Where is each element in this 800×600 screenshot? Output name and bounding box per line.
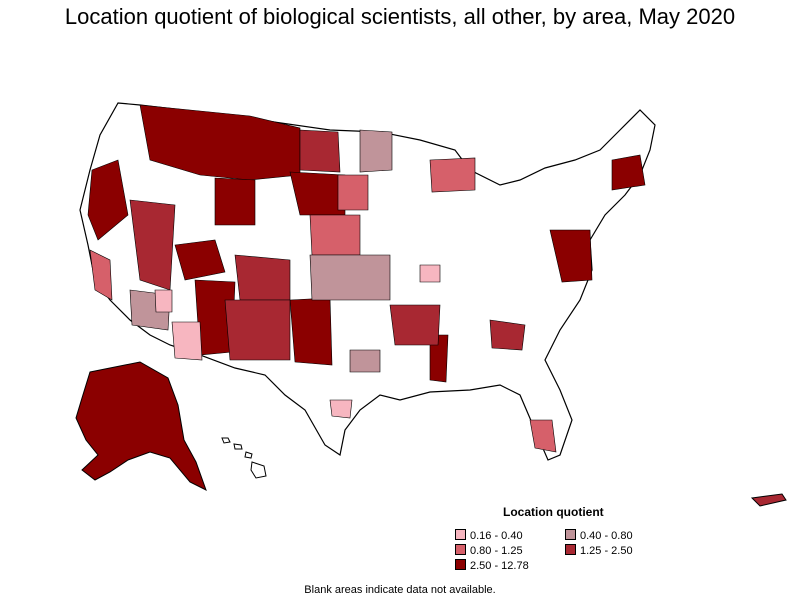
legend-item-highest: 2.50 - 12.78 [455,559,529,572]
legend-item-high: 1.25 - 2.50 [565,544,633,557]
legend-item-lowest: 0.16 - 0.40 [455,529,523,542]
footnote: Blank areas indicate data not available. [304,584,496,596]
legend-swatch [565,529,576,540]
puerto-rico-region [750,493,787,507]
legend-label: 0.80 - 1.25 [470,545,523,557]
legend-swatch [455,529,466,540]
hawaii-region [221,437,267,479]
map-title: Location quotient of biological scientis… [64,4,736,29]
legend-label: 0.40 - 0.80 [580,530,633,542]
legend-label: 1.25 - 2.50 [580,545,633,557]
legend-title: Location quotient [503,505,604,519]
legend-label: 0.16 - 0.40 [470,530,523,542]
legend-swatch [455,544,466,555]
high-quotient-regions [129,129,526,361]
lowest-quotient-regions [154,264,441,419]
highest-quotient-regions [87,104,646,383]
legend: Location quotient 0.16 - 0.40 0.40 - 0.8… [455,505,685,575]
legend-label: 2.50 - 12.78 [470,560,529,572]
legend-swatch [565,544,576,555]
legend-item-below-average: 0.40 - 0.80 [565,529,633,542]
alaska-region [75,361,207,492]
legend-item-average: 0.80 - 1.25 [455,544,523,557]
average-quotient-regions [89,157,557,453]
legend-swatch [455,559,466,570]
below-average-quotient-regions [129,129,393,373]
